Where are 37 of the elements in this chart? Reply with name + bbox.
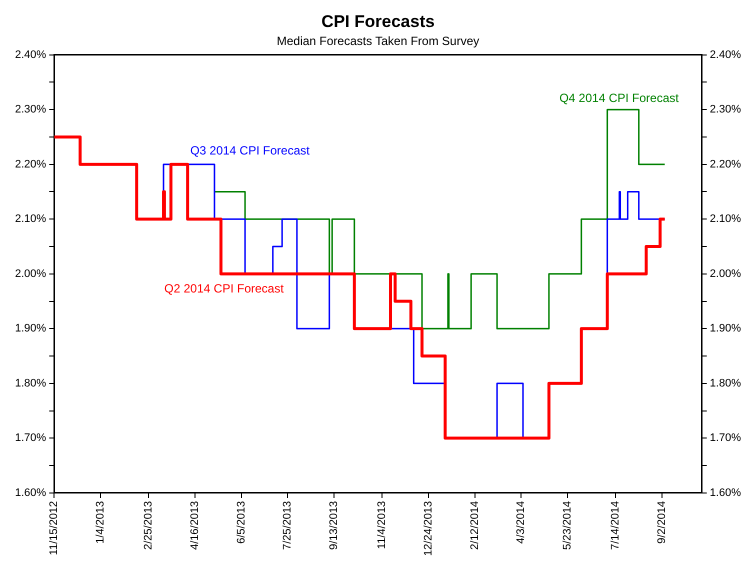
y-tick-label: 2.30%: [14, 104, 46, 116]
series-label: Q3 2014 CPI Forecast: [190, 144, 310, 158]
x-tick-label: 12/24/2013: [422, 500, 435, 556]
y2-tick-label: 2.30%: [710, 104, 742, 116]
y-tick-label: 2.40%: [14, 48, 46, 61]
y2-tick-label: 1.60%: [710, 486, 742, 499]
y2-tick-label: 1.80%: [710, 377, 742, 390]
x-tick-label: 4/3/2014: [515, 500, 528, 544]
y2-tick-label: 2.40%: [710, 48, 742, 61]
x-tick-label: 1/4/2013: [94, 500, 107, 544]
x-tick-label: 9/13/2013: [328, 500, 340, 550]
chart-title: CPI Forecasts: [321, 12, 435, 31]
y-tick-label: 1.90%: [14, 322, 46, 335]
x-tick-label: 11/4/2013: [376, 500, 388, 550]
y-tick-label: 1.80%: [14, 377, 46, 390]
series-label: Q2 2014 CPI Forecast: [164, 282, 284, 296]
x-tick-label: 7/14/2014: [610, 500, 622, 550]
y-tick-label: 2.10%: [14, 213, 46, 226]
y2-tick-label: 1.70%: [710, 432, 742, 444]
x-tick-label: 4/16/2013: [189, 500, 202, 550]
y-tick-label: 2.20%: [14, 158, 46, 170]
x-tick-label: 7/25/2013: [282, 500, 294, 550]
y-tick-label: 2.00%: [14, 268, 46, 280]
x-tick-label: 2/12/2014: [468, 500, 481, 550]
series-label: Q4 2014 CPI Forecast: [559, 90, 680, 105]
y2-tick-label: 2.20%: [710, 158, 742, 170]
chart-subtitle: Median Forecasts Taken From Survey: [276, 34, 480, 48]
x-tick-label: 6/5/2013: [235, 500, 248, 544]
x-tick-label: 11/15/2012: [48, 500, 60, 556]
x-tick-label: 2/25/2013: [142, 500, 155, 550]
y-tick-label: 1.70%: [14, 432, 46, 444]
y-tick-label: 1.60%: [14, 486, 46, 499]
y2-tick-label: 1.90%: [710, 322, 742, 335]
x-tick-label: 5/23/2014: [562, 500, 574, 550]
x-tick-label: 9/2/2014: [656, 500, 668, 544]
y2-tick-label: 2.10%: [710, 213, 742, 226]
y2-tick-label: 2.00%: [710, 268, 742, 280]
